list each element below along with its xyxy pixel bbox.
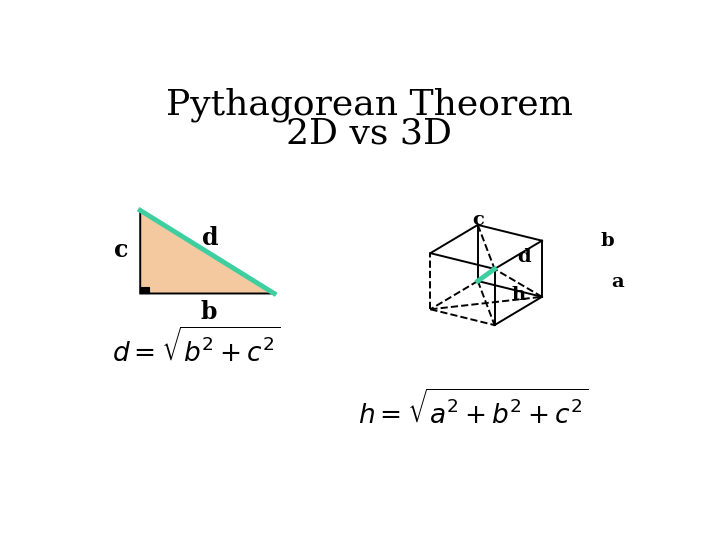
Bar	[140, 287, 149, 294]
Text: d: d	[517, 248, 531, 266]
Text: d: d	[202, 226, 218, 250]
Text: c: c	[114, 238, 128, 262]
Text: c: c	[472, 211, 484, 229]
Text: a: a	[612, 273, 624, 291]
Text: h: h	[511, 286, 526, 303]
Text: 2D vs 3D: 2D vs 3D	[286, 117, 452, 151]
Text: b: b	[600, 232, 614, 249]
Text: b: b	[201, 300, 217, 324]
Text: $d = \sqrt{b^2 + c^2}$: $d = \sqrt{b^2 + c^2}$	[112, 328, 280, 367]
Text: $h = \sqrt{a^2 + b^2 + c^2}$: $h = \sqrt{a^2 + b^2 + c^2}$	[358, 390, 588, 429]
Polygon shape	[140, 210, 274, 294]
Text: Pythagorean Theorem: Pythagorean Theorem	[166, 87, 572, 122]
